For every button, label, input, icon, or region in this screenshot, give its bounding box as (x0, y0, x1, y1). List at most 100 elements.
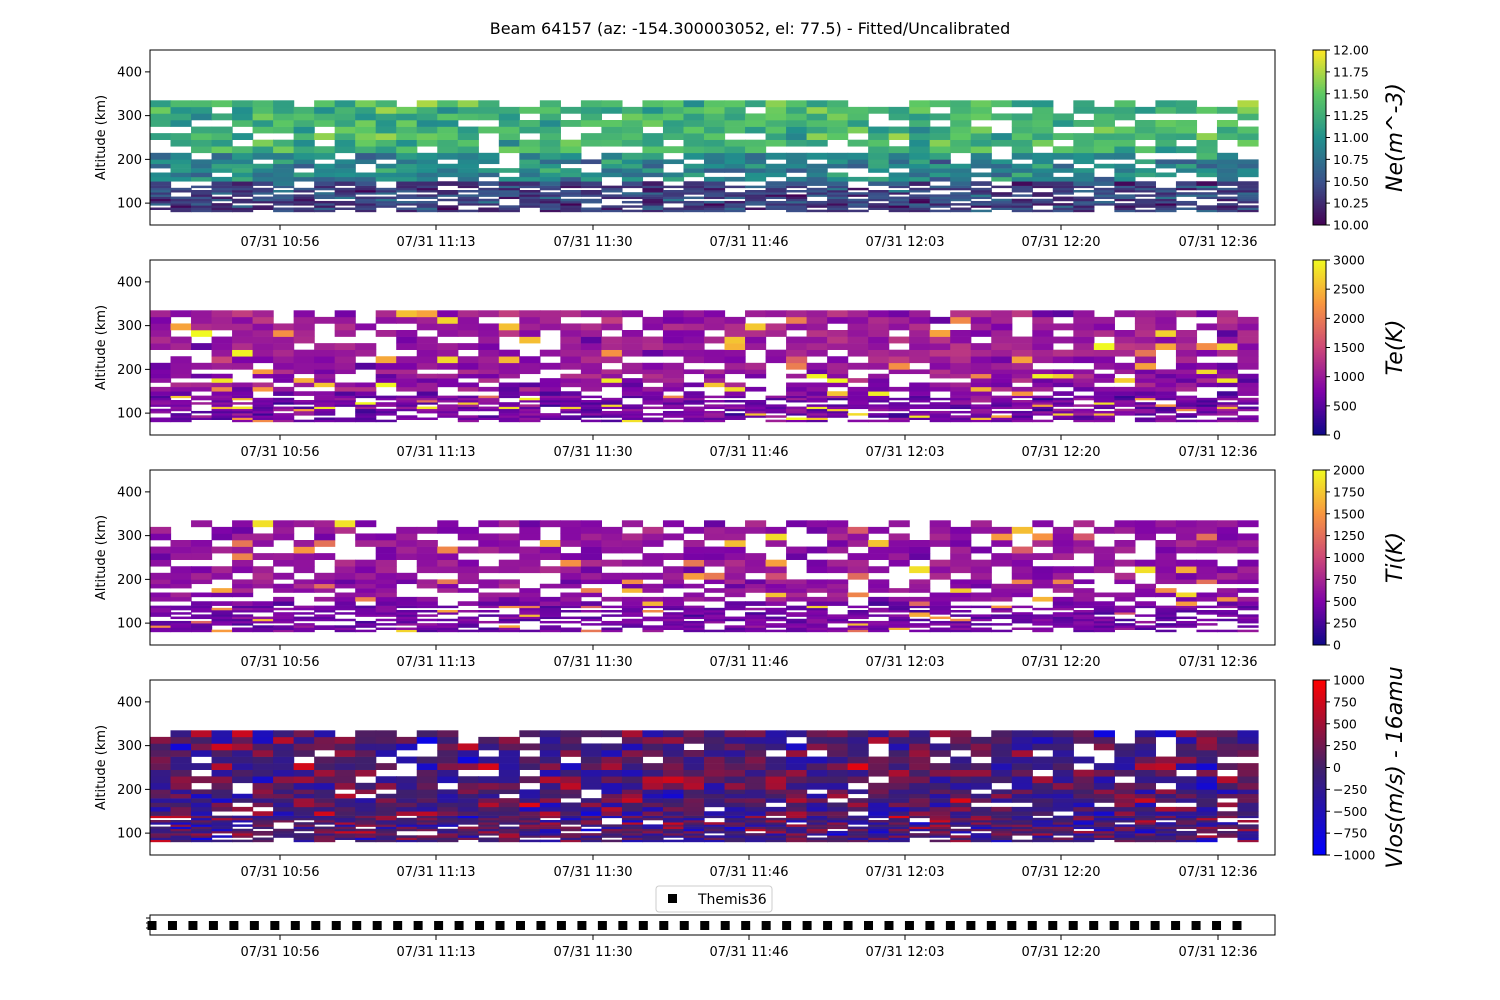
heatmap-cell (1134, 185, 1157, 189)
heatmap-cell (704, 822, 726, 825)
heatmap-cell (580, 113, 603, 121)
heatmap-cell (662, 336, 685, 344)
heatmap-cell (1155, 605, 1177, 609)
heatmap-cell (991, 730, 1013, 738)
heatmap-cell (827, 820, 849, 823)
heatmap-cell (868, 378, 890, 383)
heatmap-cell (621, 743, 644, 751)
heatmap-cell (191, 133, 213, 140)
heatmap-cell (683, 343, 705, 350)
heatmap-cell (416, 610, 438, 613)
heatmap-cell (1175, 839, 1198, 843)
heatmap-cell (211, 620, 233, 624)
heatmap-cell (539, 181, 561, 186)
heatmap-cell (765, 811, 787, 816)
heatmap-cell (909, 750, 931, 757)
colorbar-step (1313, 484, 1326, 487)
heatmap-cell (150, 391, 172, 396)
heatmap-cell (888, 789, 910, 795)
heatmap-cell (683, 815, 705, 819)
heatmap-cell (150, 583, 172, 589)
heatmap-cell (1175, 356, 1198, 364)
heatmap-cell (170, 373, 192, 379)
heatmap-cell (1073, 623, 1095, 626)
heatmap-cell (991, 172, 1013, 178)
heatmap-cell (1011, 817, 1033, 821)
heatmap-cell (950, 349, 972, 357)
heatmap-cell (868, 815, 890, 819)
heatmap-cell (437, 546, 459, 554)
heatmap-cell (273, 323, 295, 331)
heatmap-cell (642, 316, 664, 324)
heatmap-cell (457, 343, 479, 350)
heatmap-cell (929, 349, 951, 357)
colorbar-step (1313, 531, 1326, 534)
heatmap-cell (1155, 397, 1177, 401)
heatmap-cell (1175, 546, 1198, 554)
heatmap-cell (1237, 419, 1259, 423)
heatmap-cell (498, 113, 520, 121)
heatmap-cell (170, 830, 192, 834)
heatmap-cell (847, 763, 869, 770)
heatmap-cell (1011, 743, 1033, 751)
heatmap-cell (1196, 793, 1218, 799)
heatmap-cell (355, 583, 377, 589)
heatmap-cell (621, 605, 644, 609)
heatmap-cell (1216, 566, 1239, 574)
heatmap-cell (1032, 579, 1054, 585)
heatmap-cell (150, 395, 172, 399)
heatmap-cell (211, 203, 233, 206)
heatmap-cell (970, 100, 992, 108)
y-tick-label: 400 (117, 65, 142, 80)
colorbar-step (1313, 426, 1326, 429)
colorbar-step (1313, 365, 1326, 368)
heatmap-cell (991, 406, 1013, 410)
heatmap-cell (868, 194, 890, 197)
heatmap-cell (396, 614, 418, 617)
heatmap-cell (273, 817, 295, 821)
heatmap-cell (1134, 837, 1157, 840)
heatmap-cell (745, 566, 767, 574)
heatmap-cell (191, 793, 213, 799)
heatmap-cell (1011, 203, 1033, 206)
heatmap-cell (1114, 828, 1136, 832)
heatmap-cell (868, 820, 890, 823)
heatmap-cell (1196, 323, 1218, 331)
heatmap-cell (683, 413, 705, 416)
heatmap-cell (191, 310, 213, 318)
heatmap-cell (1032, 397, 1054, 401)
heatmap-cell (724, 323, 746, 331)
heatmap-cell (1073, 373, 1095, 379)
heatmap-cell (334, 627, 356, 630)
colorbar-step (1313, 97, 1326, 100)
heatmap-cell (970, 769, 992, 777)
heatmap-cell (950, 402, 972, 405)
heatmap-cell (150, 763, 172, 770)
heatmap-cell (232, 526, 254, 534)
heatmap-cell (1032, 330, 1054, 337)
heatmap-cell (847, 533, 869, 541)
heatmap-cell (396, 120, 418, 127)
heatmap-cell (1155, 205, 1177, 208)
heatmap-cell (314, 583, 336, 589)
heatmap-cell (601, 120, 623, 127)
heatmap-cell (991, 369, 1013, 375)
heatmap-cell (745, 559, 767, 567)
heatmap-cell (929, 824, 951, 827)
heatmap-cell (170, 391, 192, 396)
heatmap-cell (539, 413, 561, 416)
heatmap-cell (375, 830, 397, 834)
heatmap-cell (150, 793, 172, 799)
heatmap-cell (683, 126, 705, 134)
heatmap-cell (252, 769, 274, 777)
heatmap-cell (457, 625, 479, 628)
heatmap-cell (601, 413, 623, 416)
heatmap-cell (662, 343, 685, 350)
heatmap-cell (314, 369, 336, 375)
heatmap-cell (580, 415, 603, 418)
heatmap-cell (1155, 826, 1177, 830)
heatmap-cell (642, 789, 664, 795)
heatmap-cell (539, 583, 561, 589)
heatmap-cell (765, 798, 787, 803)
